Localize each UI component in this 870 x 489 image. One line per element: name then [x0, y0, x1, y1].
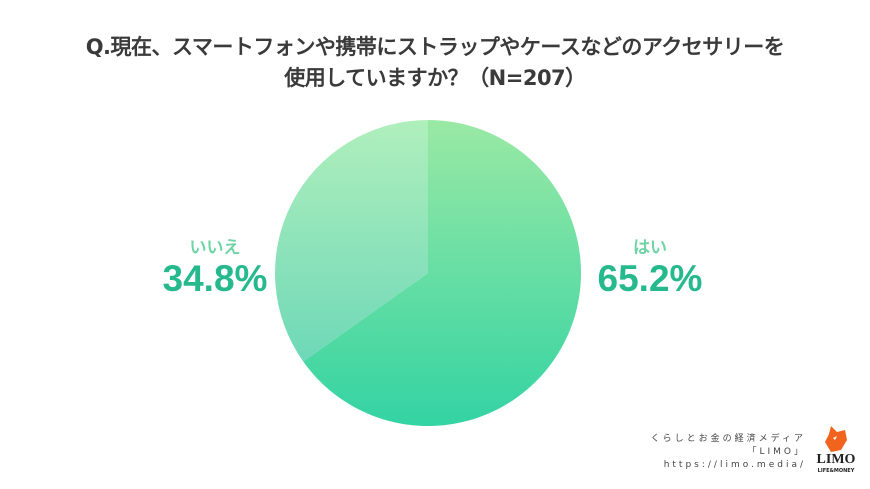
footer-tagline: くらしとお金の経済メディア [650, 434, 806, 444]
footer-url: https://limo.media/ [663, 460, 806, 470]
pie-chart [275, 120, 581, 426]
logo-wordmark: LIMO [816, 452, 856, 467]
chart-title-line-1: Q.現在、スマートフォンや携帯にストラップやケースなどのアクセサリーを [85, 35, 785, 59]
footer-credit: くらしとお金の経済メディア 「LIMO」 https://limo.media/ [651, 433, 806, 472]
footer-brand: 「LIMO」 [747, 447, 806, 457]
limo-logo: LIMO LIFE&MONEY [813, 426, 859, 478]
label-yes-value: 65.2% [597, 258, 703, 299]
chart-title-line-2: 使用していますか？（N=207） [284, 66, 586, 90]
fox-head-icon [825, 426, 847, 452]
label-yes: はい 65.2% [585, 233, 715, 300]
label-no-category: いいえ [189, 238, 241, 258]
label-yes-category: はい [633, 238, 667, 258]
logo-subtitle: LIFE&MONEY [817, 468, 855, 474]
pie-slice-yes [303, 120, 581, 426]
label-no-value: 34.8% [162, 258, 268, 299]
chart-title: Q.現在、スマートフォンや携帯にストラップやケースなどのアクセサリーを 使用して… [0, 32, 870, 94]
label-no: いいえ 34.8% [150, 233, 280, 300]
pie-slice-no [275, 120, 428, 362]
